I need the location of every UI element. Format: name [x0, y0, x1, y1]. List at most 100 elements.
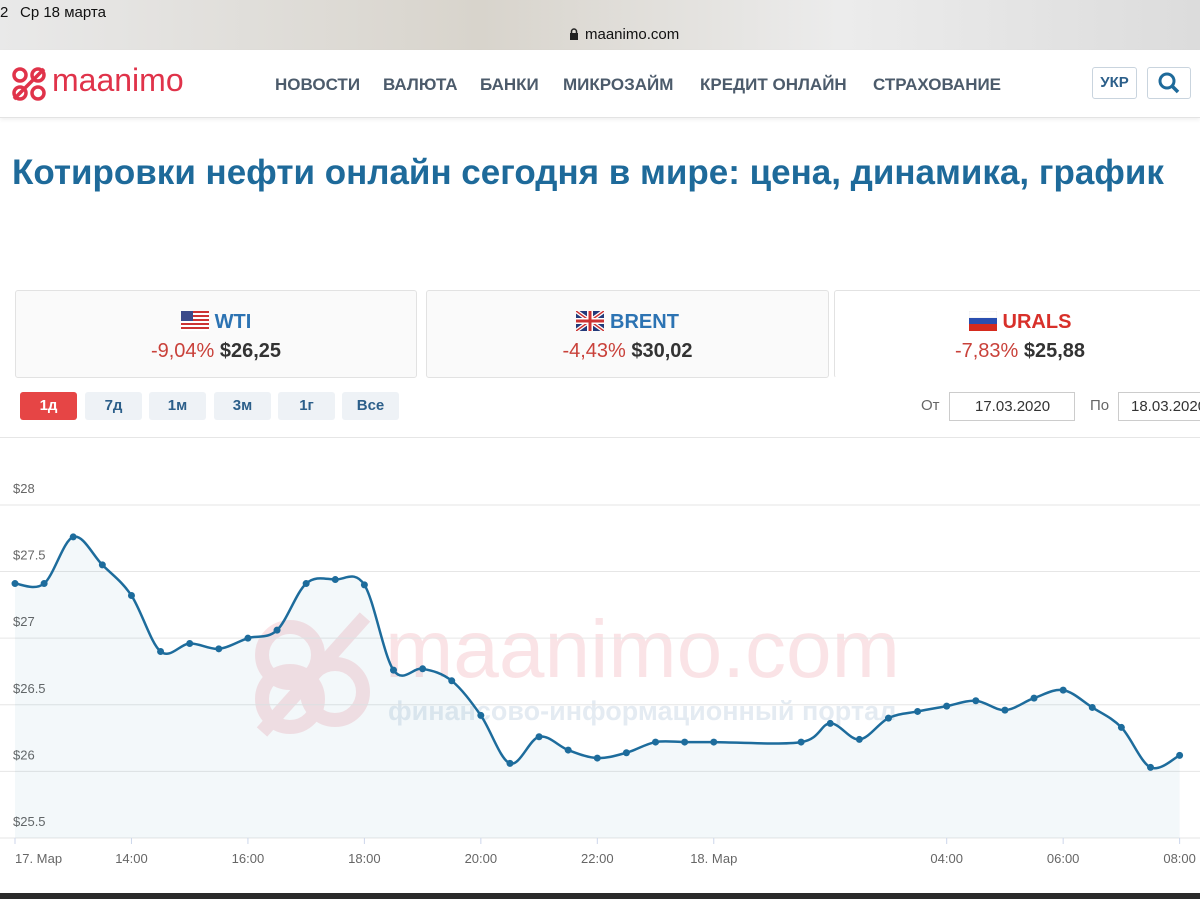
y-tick-label: $26	[13, 747, 35, 762]
x-tick-label: 18. Мар	[690, 851, 737, 866]
area-fill	[15, 536, 1180, 838]
watermark-tagline: финансово-информационный портал	[388, 696, 896, 726]
point	[302, 580, 310, 588]
point	[215, 645, 223, 653]
point	[448, 677, 456, 685]
point	[622, 749, 630, 757]
nav-link[interactable]: СТРАХОВАНИЕ	[873, 75, 1002, 94]
point	[390, 666, 398, 674]
status-time: 2	[0, 4, 9, 21]
point	[710, 738, 718, 746]
point	[157, 647, 165, 655]
nav-link[interactable]: НОВОСТИ	[275, 75, 361, 94]
point	[943, 702, 951, 710]
point	[884, 714, 892, 722]
point	[564, 746, 572, 754]
x-tick-label: 17. Мар	[15, 851, 62, 866]
point	[186, 639, 194, 647]
y-tick-label: $28	[13, 481, 35, 496]
x-tick-label: 06:00	[1047, 851, 1080, 866]
nav-link[interactable]: МИКРОЗАЙМ	[563, 75, 674, 94]
y-tick-label: $27.5	[13, 548, 46, 563]
point	[11, 580, 19, 588]
tab-name: URALS	[1002, 311, 1072, 333]
lang-button[interactable]: УКР	[1092, 67, 1137, 99]
watermark-logo: maanimo.com	[385, 604, 900, 695]
point	[360, 581, 368, 589]
lock-icon	[570, 28, 578, 40]
point	[506, 759, 514, 767]
chart: maanimo.com финансово-информационный пор…	[0, 437, 1200, 866]
date-from-input[interactable]: 17.03.2020	[949, 392, 1075, 421]
point	[244, 634, 252, 642]
range-button[interactable]: Все	[342, 392, 399, 420]
flag-uk	[576, 311, 605, 331]
point	[1001, 706, 1009, 714]
point	[593, 754, 601, 762]
point	[419, 665, 427, 673]
page-title: Котировки нефти онлайн сегодня в мире: ц…	[12, 153, 1164, 192]
x-tick-label: 14:00	[115, 851, 148, 866]
point	[1176, 751, 1184, 759]
range-button[interactable]: 7д	[85, 392, 142, 420]
point	[826, 719, 834, 727]
status-bar: 2 Ср 18 марта maanimo.com	[0, 0, 1200, 50]
search-button[interactable]	[1147, 67, 1191, 99]
point	[914, 707, 922, 715]
logo[interactable]: maanimo	[52, 62, 184, 98]
flag-ru	[968, 311, 997, 331]
tab-name: WTI	[214, 311, 252, 333]
point	[69, 533, 77, 541]
tab-change: -4,43%	[562, 340, 626, 362]
point	[98, 561, 106, 569]
point	[1147, 763, 1155, 771]
point	[1117, 723, 1125, 731]
x-tick-label: 16:00	[232, 851, 265, 866]
point	[681, 738, 689, 746]
tab-price: $26,25	[219, 340, 282, 362]
point	[535, 733, 543, 741]
header: maanimo НОВОСТИ ВАЛЮТА БАНКИ МИКРОЗАЙМ К…	[0, 50, 1200, 118]
y-tick-label: $27	[13, 614, 35, 629]
x-tick-label: 22:00	[581, 851, 614, 866]
point	[1088, 703, 1096, 711]
footer-bar	[0, 893, 1200, 899]
tab-change: -9,04%	[150, 340, 215, 362]
date-from-label: От	[921, 397, 940, 414]
x-tick-label: 08:00	[1163, 851, 1196, 866]
tab[interactable]: BRENT -4,43% $30,02	[426, 290, 829, 378]
logo-icon[interactable]	[10, 65, 48, 103]
range-button[interactable]: 3м	[214, 392, 271, 420]
point	[127, 592, 135, 600]
x-tick-label: 18:00	[348, 851, 381, 866]
point	[855, 735, 863, 743]
nav-link[interactable]: БАНКИ	[480, 75, 539, 94]
tab-price: $30,02	[631, 340, 693, 362]
date-to-label: По	[1090, 397, 1110, 414]
url: maanimo.com	[585, 26, 680, 43]
range-button[interactable]: 1д	[20, 392, 77, 420]
tab-price: $25,88	[1023, 340, 1086, 362]
tab-active[interactable]: URALS -7,83% $25,88	[834, 290, 1200, 378]
search-icon	[1158, 72, 1180, 94]
range-button[interactable]: 1м	[149, 392, 206, 420]
point	[331, 576, 339, 584]
tab-change: -7,83%	[954, 340, 1019, 362]
point	[1059, 686, 1067, 694]
tab[interactable]: WTI -9,04% $26,25	[15, 290, 417, 378]
watermark: maanimo.com финансово-информационный пор…	[255, 604, 900, 737]
tab-name: BRENT	[610, 311, 679, 333]
date-to-input[interactable]: 18.03.2020	[1118, 392, 1200, 421]
nav-link[interactable]: КРЕДИТ ОНЛАЙН	[700, 75, 847, 94]
flag-us	[180, 311, 209, 331]
point	[1030, 694, 1038, 702]
point	[273, 626, 281, 634]
x-tick-label: 04:00	[930, 851, 963, 866]
nav-link[interactable]: ВАЛЮТА	[383, 75, 458, 94]
status-date: Ср 18 марта	[20, 4, 106, 21]
range-button[interactable]: 1г	[278, 392, 335, 420]
y-tick-label: $25.5	[13, 814, 46, 829]
y-tick-label: $26.5	[13, 681, 46, 696]
point	[40, 580, 48, 588]
